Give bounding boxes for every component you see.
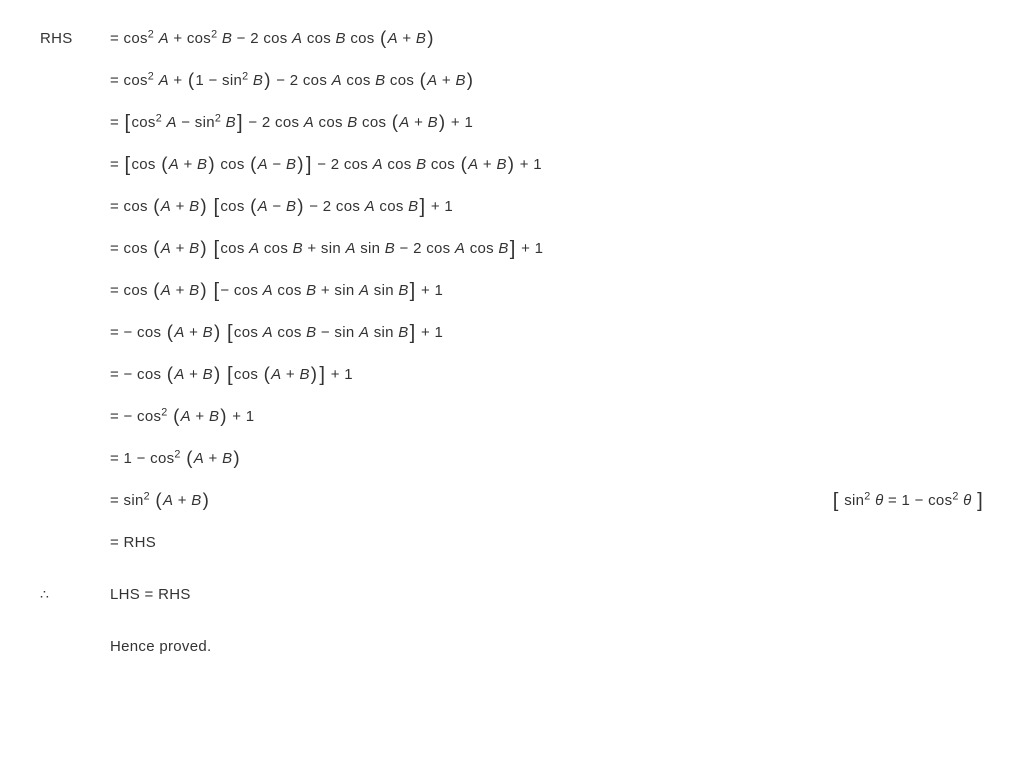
row-expression: = [cos2 A − sin2 B] − 2 cos A cos B cos …	[110, 114, 984, 131]
proof-row: = − cos2 (A + B) + 1	[40, 408, 984, 430]
proof-row: = − cos (A + B) [cos (A + B)] + 1	[40, 366, 984, 388]
proof-row: RHS= cos2 A + cos2 B − 2 cos A cos B cos…	[40, 30, 984, 52]
proof-row: = [cos (A + B) cos (A − B)] − 2 cos A co…	[40, 156, 984, 178]
row-expression: = RHS	[110, 534, 984, 551]
row-expression: Hence proved.	[110, 638, 984, 655]
row-expression: = cos2 A + (1 − sin2 B) − 2 cos A cos B …	[110, 72, 984, 89]
row-expression: = sin2 (A + B)	[110, 492, 722, 509]
proof-row: = RHS	[40, 534, 984, 556]
proof-row: = cos2 A + (1 − sin2 B) − 2 cos A cos B …	[40, 72, 984, 94]
row-expression: = − cos2 (A + B) + 1	[110, 408, 984, 425]
row-expression: = 1 − cos2 (A + B)	[110, 450, 984, 467]
row-expression: = − cos (A + B) [cos A cos B − sin A sin…	[110, 324, 984, 341]
proof-page: RHS= cos2 A + cos2 B − 2 cos A cos B cos…	[0, 0, 1024, 700]
proof-row: = cos (A + B) [cos (A − B) − 2 cos A cos…	[40, 198, 984, 220]
row-expression: = cos (A + B) [− cos A cos B + sin A sin…	[110, 282, 984, 299]
row-label: RHS	[40, 30, 110, 47]
proof-row: ∴LHS = RHS	[40, 586, 984, 608]
row-expression: LHS = RHS	[110, 586, 984, 603]
row-label: ∴	[40, 586, 110, 603]
proof-row: Hence proved.	[40, 638, 984, 660]
proof-row: = cos (A + B) [− cos A cos B + sin A sin…	[40, 282, 984, 304]
row-expression: = cos (A + B) [cos A cos B + sin A sin B…	[110, 240, 984, 257]
proof-row: = sin2 (A + B) [ sin2 θ = 1 − cos2 θ ]	[40, 492, 984, 514]
proof-row: = cos (A + B) [cos A cos B + sin A sin B…	[40, 240, 984, 262]
proof-row: = 1 − cos2 (A + B)	[40, 450, 984, 472]
proof-row: = − cos (A + B) [cos A cos B − sin A sin…	[40, 324, 984, 346]
row-aside: [ sin2 θ = 1 − cos2 θ ]	[832, 492, 984, 509]
row-expression: = − cos (A + B) [cos (A + B)] + 1	[110, 366, 984, 383]
row-expression: = cos (A + B) [cos (A − B) − 2 cos A cos…	[110, 198, 984, 215]
proof-row: = [cos2 A − sin2 B] − 2 cos A cos B cos …	[40, 114, 984, 136]
row-expression: = cos2 A + cos2 B − 2 cos A cos B cos (A…	[110, 30, 984, 47]
row-expression: = [cos (A + B) cos (A − B)] − 2 cos A co…	[110, 156, 984, 173]
